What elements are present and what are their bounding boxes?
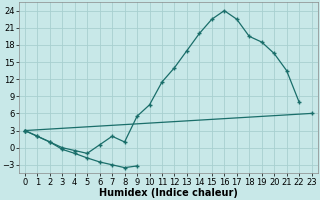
X-axis label: Humidex (Indice chaleur): Humidex (Indice chaleur) [99, 188, 238, 198]
